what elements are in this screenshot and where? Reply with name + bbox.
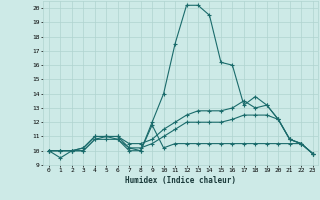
- X-axis label: Humidex (Indice chaleur): Humidex (Indice chaleur): [125, 176, 236, 185]
